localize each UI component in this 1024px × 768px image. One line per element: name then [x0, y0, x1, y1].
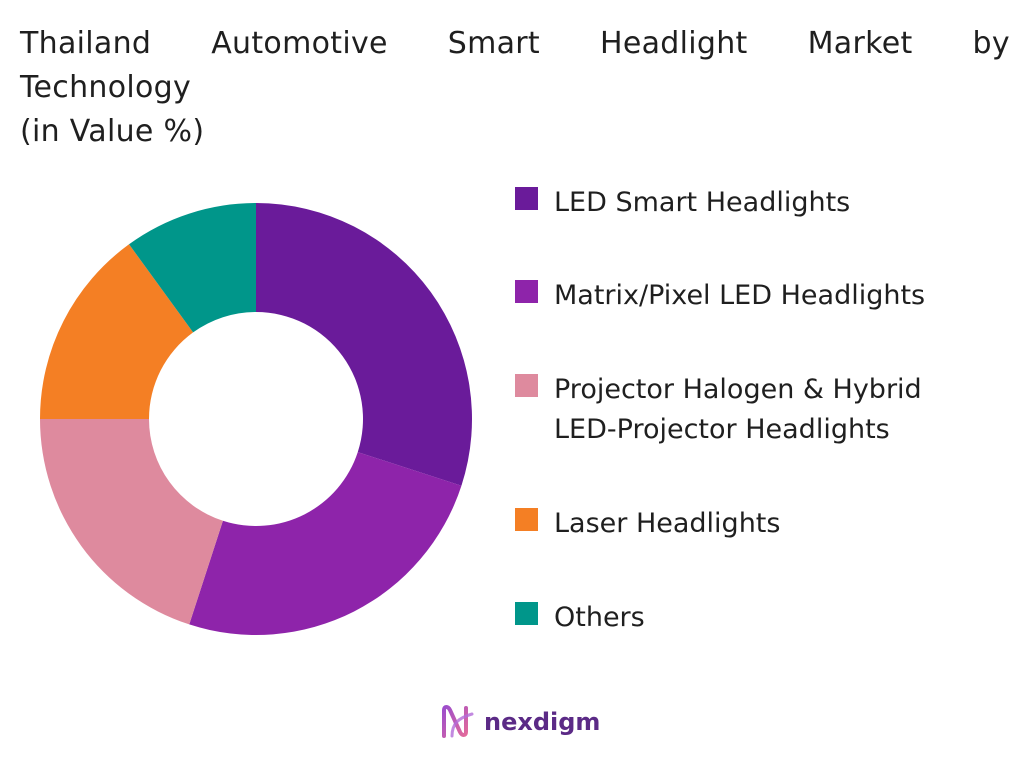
donut-slice-projector-halogen-hybrid-led-projector-headlights — [40, 419, 223, 625]
title-unit: (in Value %) — [20, 114, 205, 149]
title-word: Thailand — [20, 26, 152, 61]
title-word: Headlight — [599, 26, 748, 61]
donut-slice-led-smart-headlights — [256, 203, 473, 486]
title-word: Smart — [447, 26, 540, 61]
donut-slice-matrix-pixel-led-headlights — [189, 452, 462, 636]
donut-slice-laser-headlights — [40, 244, 194, 419]
title-word: Automotive — [211, 26, 388, 61]
title-word: Market — [807, 26, 913, 61]
nexdigm-logo: nexdigm — [440, 704, 600, 740]
title-line-1: Thailand Automotive Smart Headlight Mark… — [20, 22, 1010, 66]
title-line-2: Technology — [20, 70, 192, 105]
logo-text: nexdigm — [484, 708, 601, 736]
nexdigm-logo-icon — [442, 705, 474, 738]
title-word: by — [972, 26, 1010, 61]
donut-slice-others — [129, 203, 256, 333]
chart-title: Thailand Automotive Smart Headlight Mark… — [20, 22, 1010, 154]
